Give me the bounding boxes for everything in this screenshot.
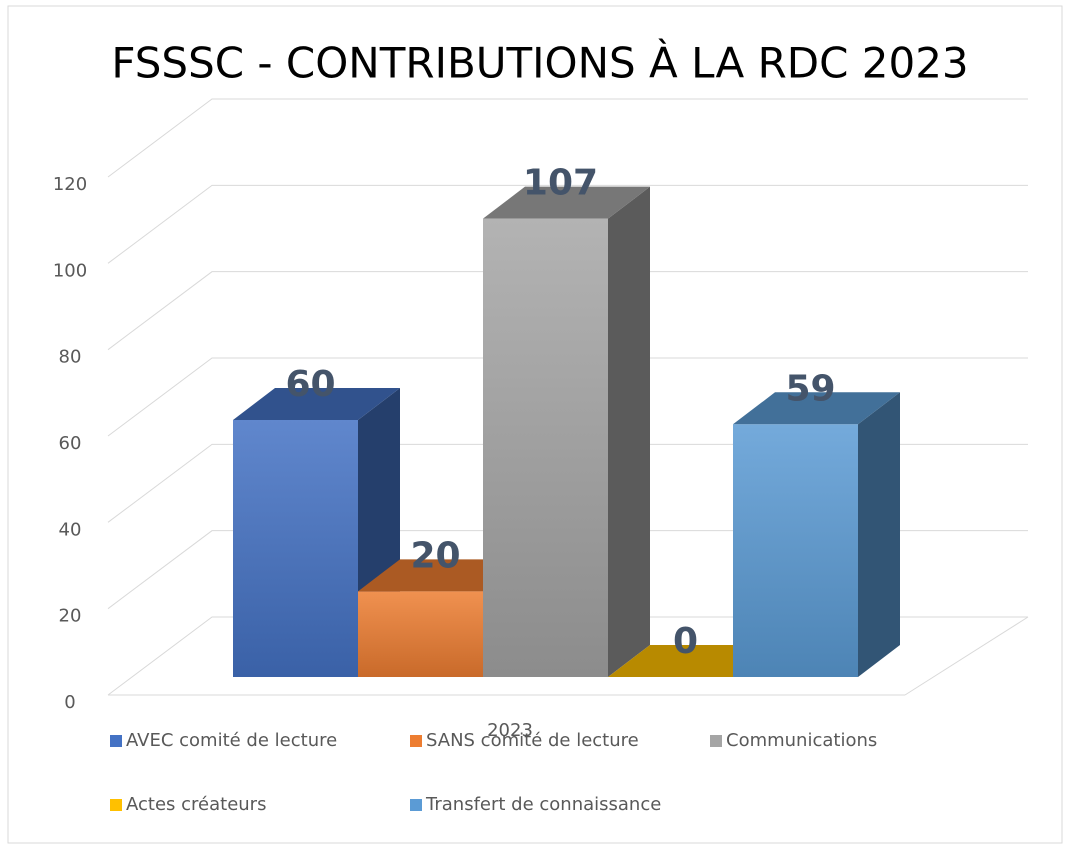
grid-line — [107, 357, 1028, 437]
data-label: 0 — [673, 621, 698, 662]
chart-title: FSSSC - CONTRIBUTIONS À LA RDC 2023 — [111, 38, 968, 88]
bar — [483, 218, 608, 677]
legend-label: SANS comité de lecture — [426, 730, 639, 751]
data-label: 59 — [785, 368, 835, 409]
legend-swatch — [410, 735, 422, 747]
y-tick-label: 0 — [64, 692, 75, 713]
legend-swatch — [410, 799, 422, 811]
legend-label: Transfert de connaissance — [425, 794, 661, 815]
floor-edge — [904, 616, 1029, 696]
bar-top — [733, 392, 900, 425]
bar-top — [483, 186, 650, 219]
legend-label: AVEC comité de lecture — [126, 730, 337, 751]
grid-line — [107, 98, 1028, 178]
grid-line — [107, 271, 1028, 351]
y-tick-label: 120 — [53, 174, 87, 195]
bar — [358, 591, 483, 677]
bar — [733, 424, 858, 677]
data-label: 107 — [523, 163, 598, 204]
y-tick-label: 80 — [59, 347, 82, 368]
y-tick-label: 60 — [59, 433, 82, 454]
legend-swatch — [110, 735, 122, 747]
bar-side — [858, 392, 900, 677]
legend-swatch — [710, 735, 722, 747]
grid-line — [107, 184, 1028, 264]
legend-label: Actes créateurs — [126, 794, 266, 815]
data-label: 60 — [285, 364, 335, 405]
bar-top — [233, 388, 400, 420]
y-tick-label: 20 — [59, 606, 82, 627]
x-tick-label: 2023 — [487, 720, 533, 741]
legend-swatch — [110, 799, 122, 811]
y-tick-label: 40 — [59, 519, 82, 540]
legend-label: Communications — [726, 730, 877, 751]
bar-side — [608, 186, 650, 677]
y-tick-label: 100 — [53, 260, 87, 281]
bar — [233, 420, 358, 677]
data-label: 20 — [410, 535, 460, 576]
